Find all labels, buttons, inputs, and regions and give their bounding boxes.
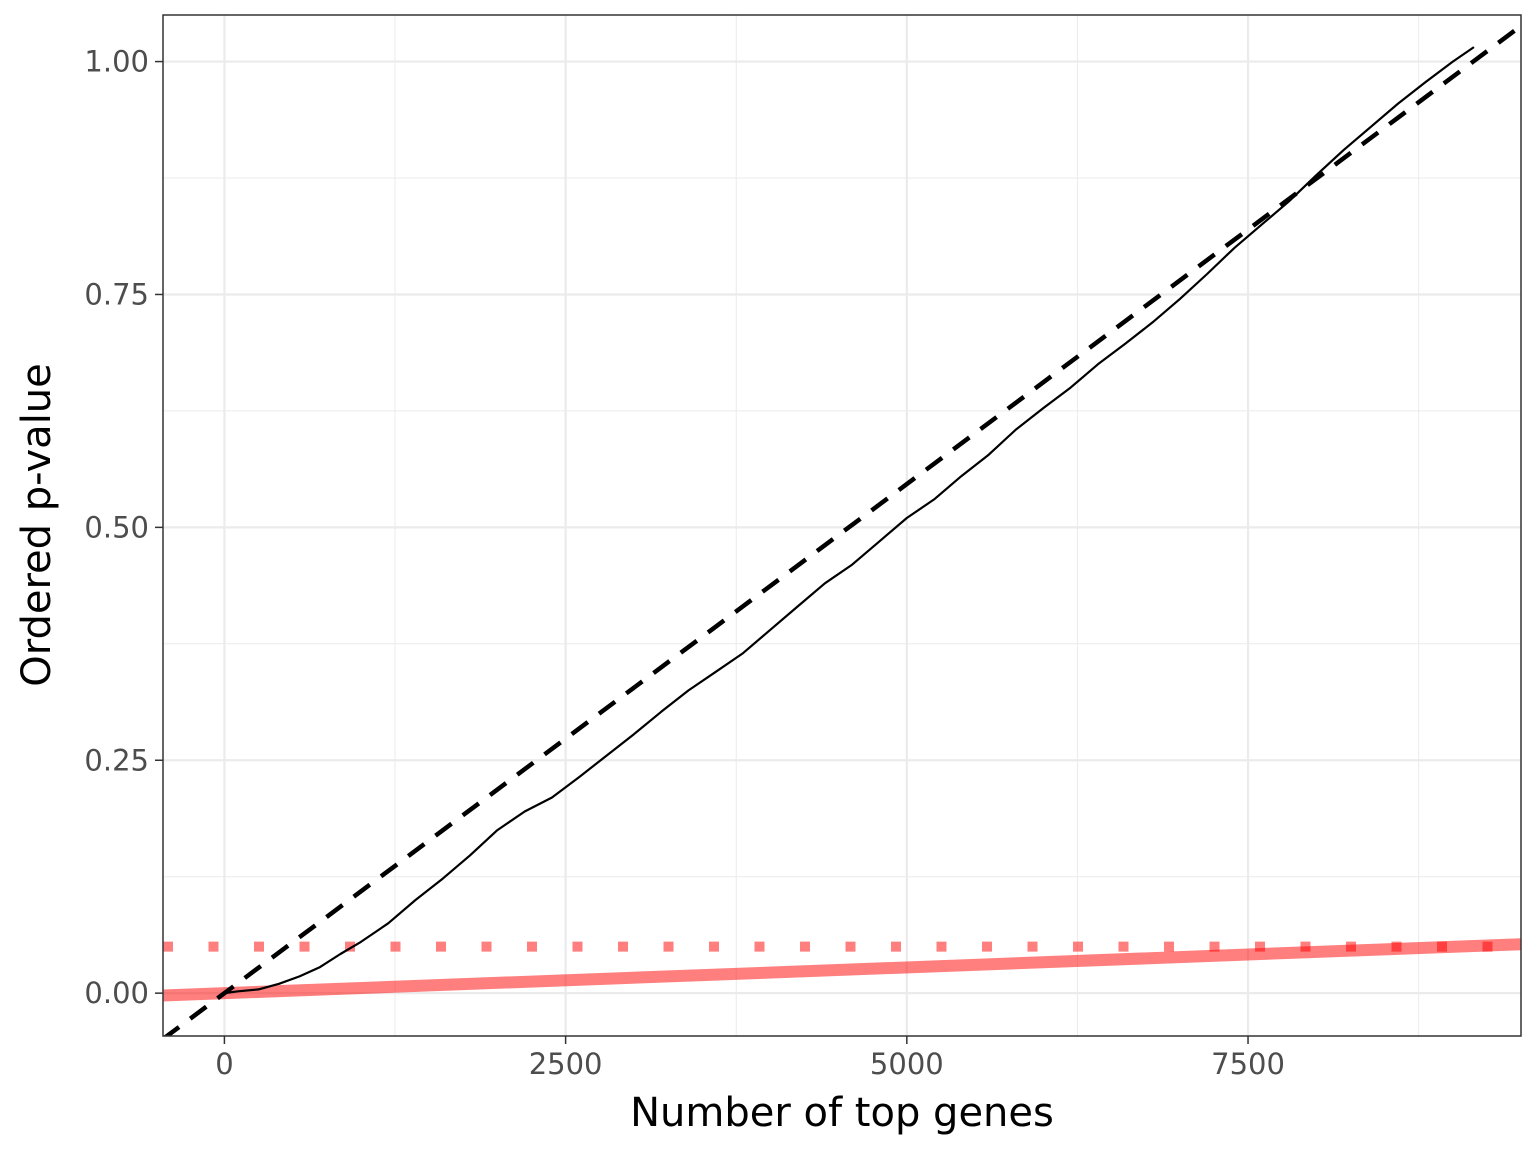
tick-layer: 0 2500 5000 7500 0.00 0.25 0.50 0.75 1.00 xyxy=(84,45,1285,1081)
x-tick-label: 5000 xyxy=(870,1047,944,1081)
panel-border xyxy=(162,14,1522,1037)
x-tick-label: 0 xyxy=(215,1047,233,1081)
ordered-pvalue-line xyxy=(223,46,1475,995)
series-layer xyxy=(163,24,1521,1036)
y-tick-label: 0.25 xyxy=(84,743,149,777)
x-axis-title: Number of top genes xyxy=(630,1090,1054,1136)
y-tick-label: 1.00 xyxy=(84,45,149,79)
y-axis-title: Ordered p-value xyxy=(14,363,60,687)
fdr-threshold-line xyxy=(163,938,1521,1002)
grid xyxy=(163,15,1521,1036)
x-tick-label: 2500 xyxy=(529,1047,603,1081)
x-tick-label: 7500 xyxy=(1211,1047,1285,1081)
y-tick-label: 0.50 xyxy=(84,510,149,544)
y-tick-label: 0.00 xyxy=(84,976,149,1010)
y-tick-label: 0.75 xyxy=(84,277,149,311)
